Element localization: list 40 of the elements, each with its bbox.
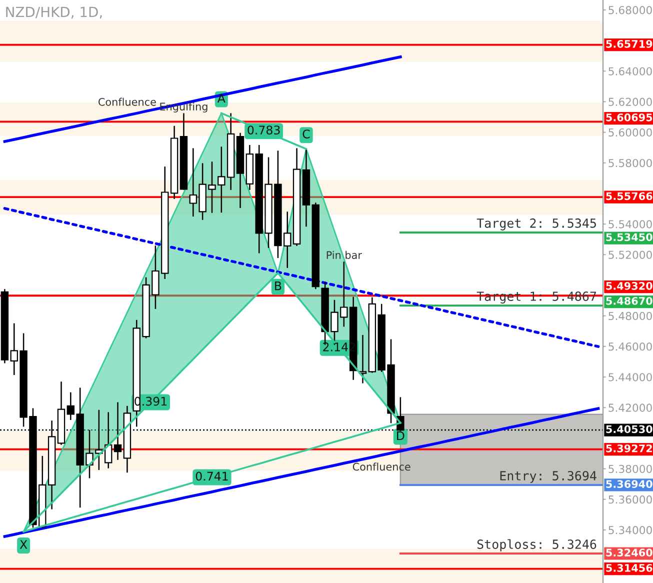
data-label: Confluence: [98, 98, 156, 106]
y-tick-label: 5.58000: [608, 158, 652, 168]
y-tick-label: 5.48000: [608, 312, 652, 320]
y-tick-label: 5.42000: [608, 404, 652, 412]
y-tick-label: 5.46000: [608, 342, 652, 351]
y-tick-label: 5.44000: [608, 373, 652, 382]
text: Pin bar: [326, 250, 362, 259]
chart-title: NZD/HKD, 1D,: [6, 6, 102, 19]
y-tick-label: 5.62000: [608, 98, 652, 106]
ref-line-label: 5.39272: [606, 444, 652, 452]
text: Engulfing: [160, 102, 208, 112]
ref-line-label: 5.48670: [606, 296, 652, 305]
annotation: Target 2: 5.5345: [476, 218, 596, 230]
data-label: C: [302, 130, 310, 138]
ref-line-label: 5.65719: [606, 40, 652, 48]
series-label: 0.783: [248, 126, 280, 134]
data-label: B: [275, 282, 282, 290]
y-tick-label: 5.54000: [608, 220, 652, 228]
data-label: D: [397, 431, 404, 440]
y-tick-label: 5.64000: [608, 67, 652, 76]
ref-line-label: 5.31456: [606, 564, 652, 572]
ref-line-label: 5.36940: [606, 480, 652, 488]
data-label: X: [20, 540, 28, 549]
y-tick-label: 5.36000: [608, 495, 652, 504]
y-tick-label: 5.34000: [608, 526, 652, 534]
y-tick-label: 5.52000: [608, 250, 652, 259]
ref-line-label: 5.55766: [606, 192, 652, 200]
data-label: A: [217, 94, 226, 103]
y-tick-label: 5.68000: [608, 6, 652, 14]
ref-line-label: 5.40530: [606, 425, 652, 434]
data-label: Confluence: [352, 462, 410, 471]
annotation: Entry: 5.3694: [500, 471, 596, 483]
series-label: 0.741: [196, 472, 228, 481]
y-tick-label: 5.38000: [608, 464, 652, 474]
ref-line-label: 5.32460: [606, 548, 652, 557]
ref-line-label: 5.49320: [606, 282, 652, 290]
y-tick-label: 5.60000: [608, 128, 652, 137]
ref-line-label: 5.53450: [606, 233, 652, 242]
ref-line-label: 5.60695: [606, 113, 652, 122]
annotation: Stoploss: 5.3246: [477, 539, 596, 552]
